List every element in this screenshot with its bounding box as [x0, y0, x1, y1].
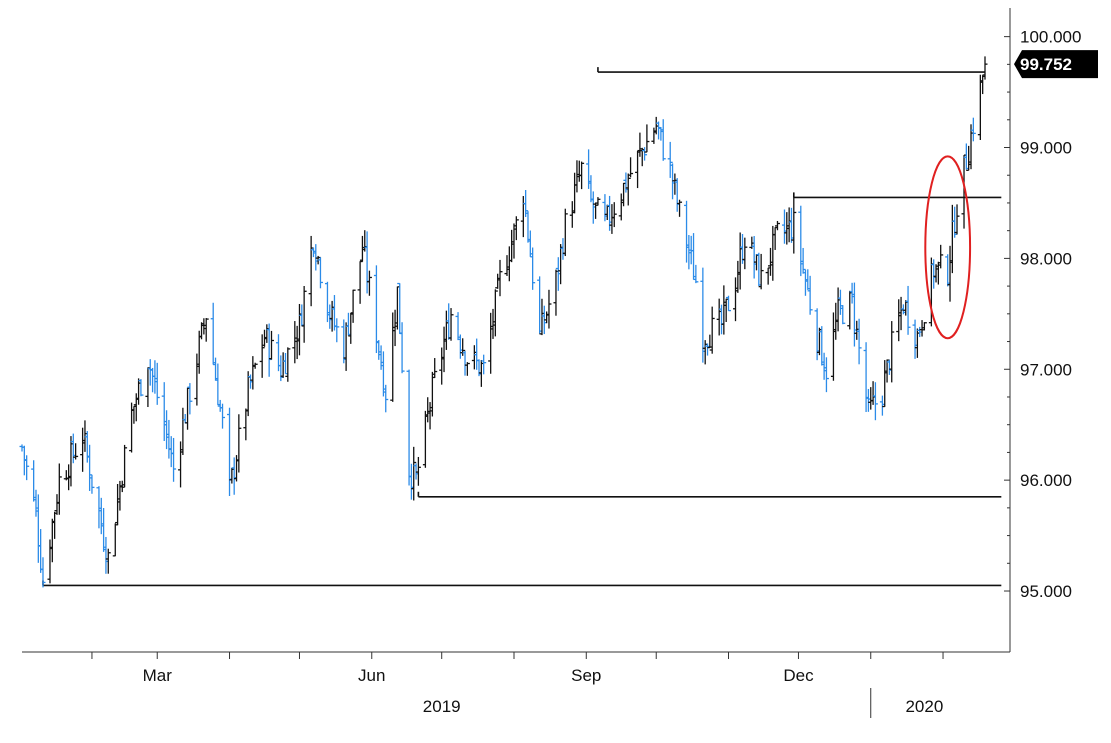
- y-tick-label: 97.000: [1020, 360, 1072, 379]
- last-value-label-bg: [1014, 50, 1098, 79]
- y-tick-label: 95.000: [1020, 582, 1072, 601]
- last-value-label: 99.752: [1020, 55, 1072, 74]
- last-value-marker: 99.752: [1014, 50, 1098, 79]
- y-tick-label: 100.000: [1020, 28, 1081, 47]
- y-tick-label: 96.000: [1020, 471, 1072, 490]
- horizontal-reference-lines: [42, 67, 1002, 587]
- annotations: [924, 155, 972, 340]
- year-label: 2020: [905, 697, 943, 716]
- y-tick-label: 98.000: [1020, 249, 1072, 268]
- x-tick-label: Dec: [783, 666, 814, 685]
- year-label: 2019: [423, 697, 461, 716]
- price-bars: [19, 56, 988, 588]
- x-tick-label: Sep: [571, 666, 601, 685]
- y-tick-label: 99.000: [1020, 139, 1072, 158]
- x-tick-label: Jun: [358, 666, 385, 685]
- x-tick-label: Mar: [143, 666, 173, 685]
- x-axis: Mar Jun Sep Dec 2019 2020: [22, 651, 1010, 718]
- y-axis: 95.000 96.000 97.000 98.000 99.000 100.000: [1004, 8, 1081, 652]
- highlight-circle: [924, 155, 972, 340]
